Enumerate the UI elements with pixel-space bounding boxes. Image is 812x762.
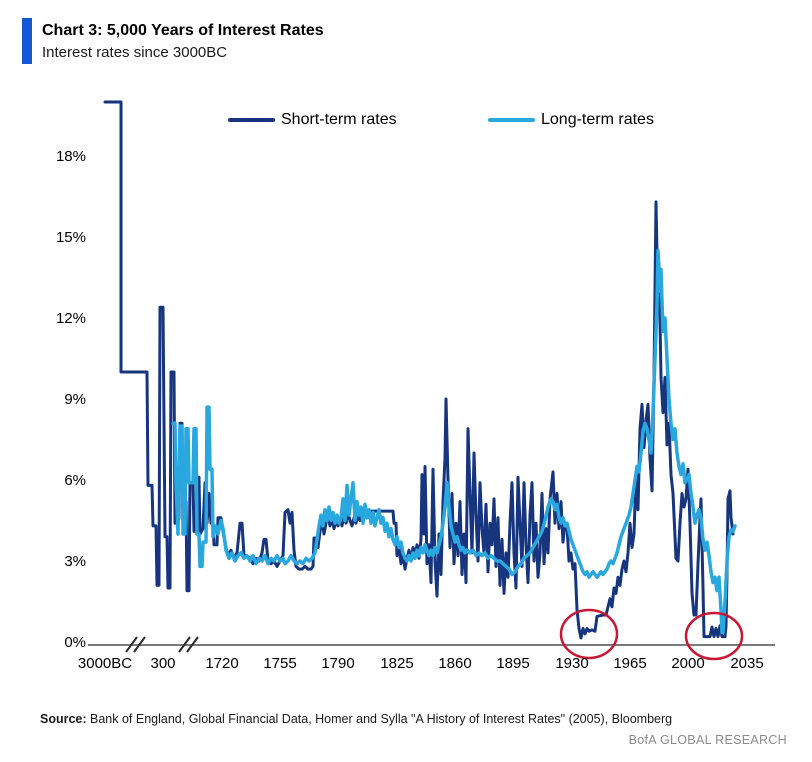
legend-label-short-term: Short-term rates	[281, 111, 397, 128]
x-tick: 1965	[613, 655, 646, 672]
axis-break-marks	[125, 636, 199, 653]
y-tick: 0%	[64, 634, 86, 651]
y-axis-tick-labels: 18% 15% 12% 9% 6% 3% 0%	[56, 148, 86, 651]
y-tick: 6%	[64, 472, 86, 489]
legend-item-short-term: Short-term rates	[228, 108, 397, 132]
y-tick: 9%	[64, 391, 86, 408]
long-term-line-swatch	[488, 118, 535, 122]
x-tick: 1860	[438, 655, 471, 672]
brand-line: BofA GLOBAL RESEARCH	[628, 733, 787, 747]
x-tick: 300	[150, 655, 175, 672]
source-note: Source: Bank of England, Global Financia…	[40, 712, 672, 726]
x-tick: 1930	[555, 655, 588, 672]
y-tick: 15%	[56, 229, 86, 246]
chart-subtitle: Interest rates since 3000BC	[42, 44, 228, 61]
x-tick: 1720	[205, 655, 238, 672]
near-zero-rates-circle	[684, 611, 744, 661]
near-zero-rates-circle	[559, 608, 619, 660]
title-accent-bar	[22, 18, 32, 64]
source-label: Source:	[40, 712, 87, 726]
x-tick: 3000BC	[78, 655, 132, 672]
series-group	[103, 100, 737, 640]
x-axis-tick-labels: 3000BC 300 1720 1755 1790 1825 1860 1895…	[78, 655, 764, 672]
y-tick: 12%	[56, 310, 86, 327]
x-tick: 1895	[496, 655, 529, 672]
short-term-line-swatch	[228, 118, 275, 122]
chart-title: Chart 3: 5,000 Years of Interest Rates	[42, 22, 324, 39]
annotation-circles	[559, 608, 744, 661]
x-tick: 2035	[730, 655, 763, 672]
source-text: Bank of England, Global Financial Data, …	[86, 712, 673, 726]
y-tick: 3%	[64, 553, 86, 570]
x-tick: 1755	[263, 655, 296, 672]
legend-label-long-term: Long-term rates	[541, 111, 654, 128]
y-tick: 18%	[56, 148, 86, 165]
x-tick: 1825	[380, 655, 413, 672]
legend-item-long-term: Long-term rates	[488, 108, 654, 132]
legend: Short-term rates Long-term rates	[0, 108, 812, 132]
x-tick: 1790	[321, 655, 354, 672]
x-tick: 2000	[671, 655, 704, 672]
long-term-rates-line	[171, 248, 737, 635]
